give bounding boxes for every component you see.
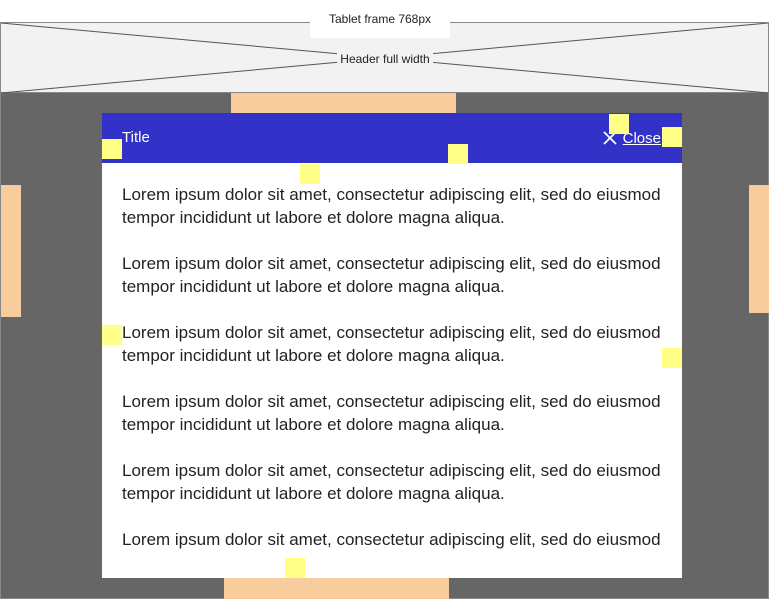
padding-marker	[102, 139, 122, 159]
body-paragraph: Lorem ipsum dolor sit amet, consectetur …	[122, 392, 661, 434]
body-paragraph: Lorem ipsum dolor sit amet, consectetur …	[122, 323, 661, 365]
modal-body: Lorem ipsum dolor sit amet, consectetur …	[122, 183, 667, 574]
body-paragraph: Lorem ipsum dolor sit amet, consectetur …	[122, 530, 661, 549]
close-button[interactable]: Close	[603, 128, 661, 148]
padding-marker	[448, 144, 468, 164]
padding-marker	[102, 325, 122, 345]
padding-marker	[662, 127, 682, 147]
body-paragraph: Lorem ipsum dolor sit amet, consectetur …	[122, 185, 661, 227]
padding-marker	[662, 348, 682, 368]
padding-marker	[609, 114, 629, 134]
body-paragraph: Lorem ipsum dolor sit amet, consectetur …	[122, 254, 661, 296]
spacing-marker-bottom	[224, 578, 449, 599]
modal-dialog: Title Close Lorem ipsum dolor sit amet, …	[102, 113, 682, 578]
modal-header: Title Close	[102, 113, 682, 163]
padding-marker	[285, 558, 305, 578]
body-paragraph: Lorem ipsum dolor sit amet, consectetur …	[122, 461, 661, 503]
spacing-marker-left	[1, 185, 21, 317]
padding-marker	[300, 164, 320, 184]
close-icon	[603, 131, 617, 145]
frame-label: Tablet frame 768px	[310, 8, 450, 38]
header-label: Header full width	[337, 50, 433, 68]
modal-title: Title	[122, 129, 150, 146]
close-label: Close	[622, 129, 661, 147]
spacing-marker-right	[749, 185, 769, 313]
spacing-marker-top	[231, 93, 456, 113]
